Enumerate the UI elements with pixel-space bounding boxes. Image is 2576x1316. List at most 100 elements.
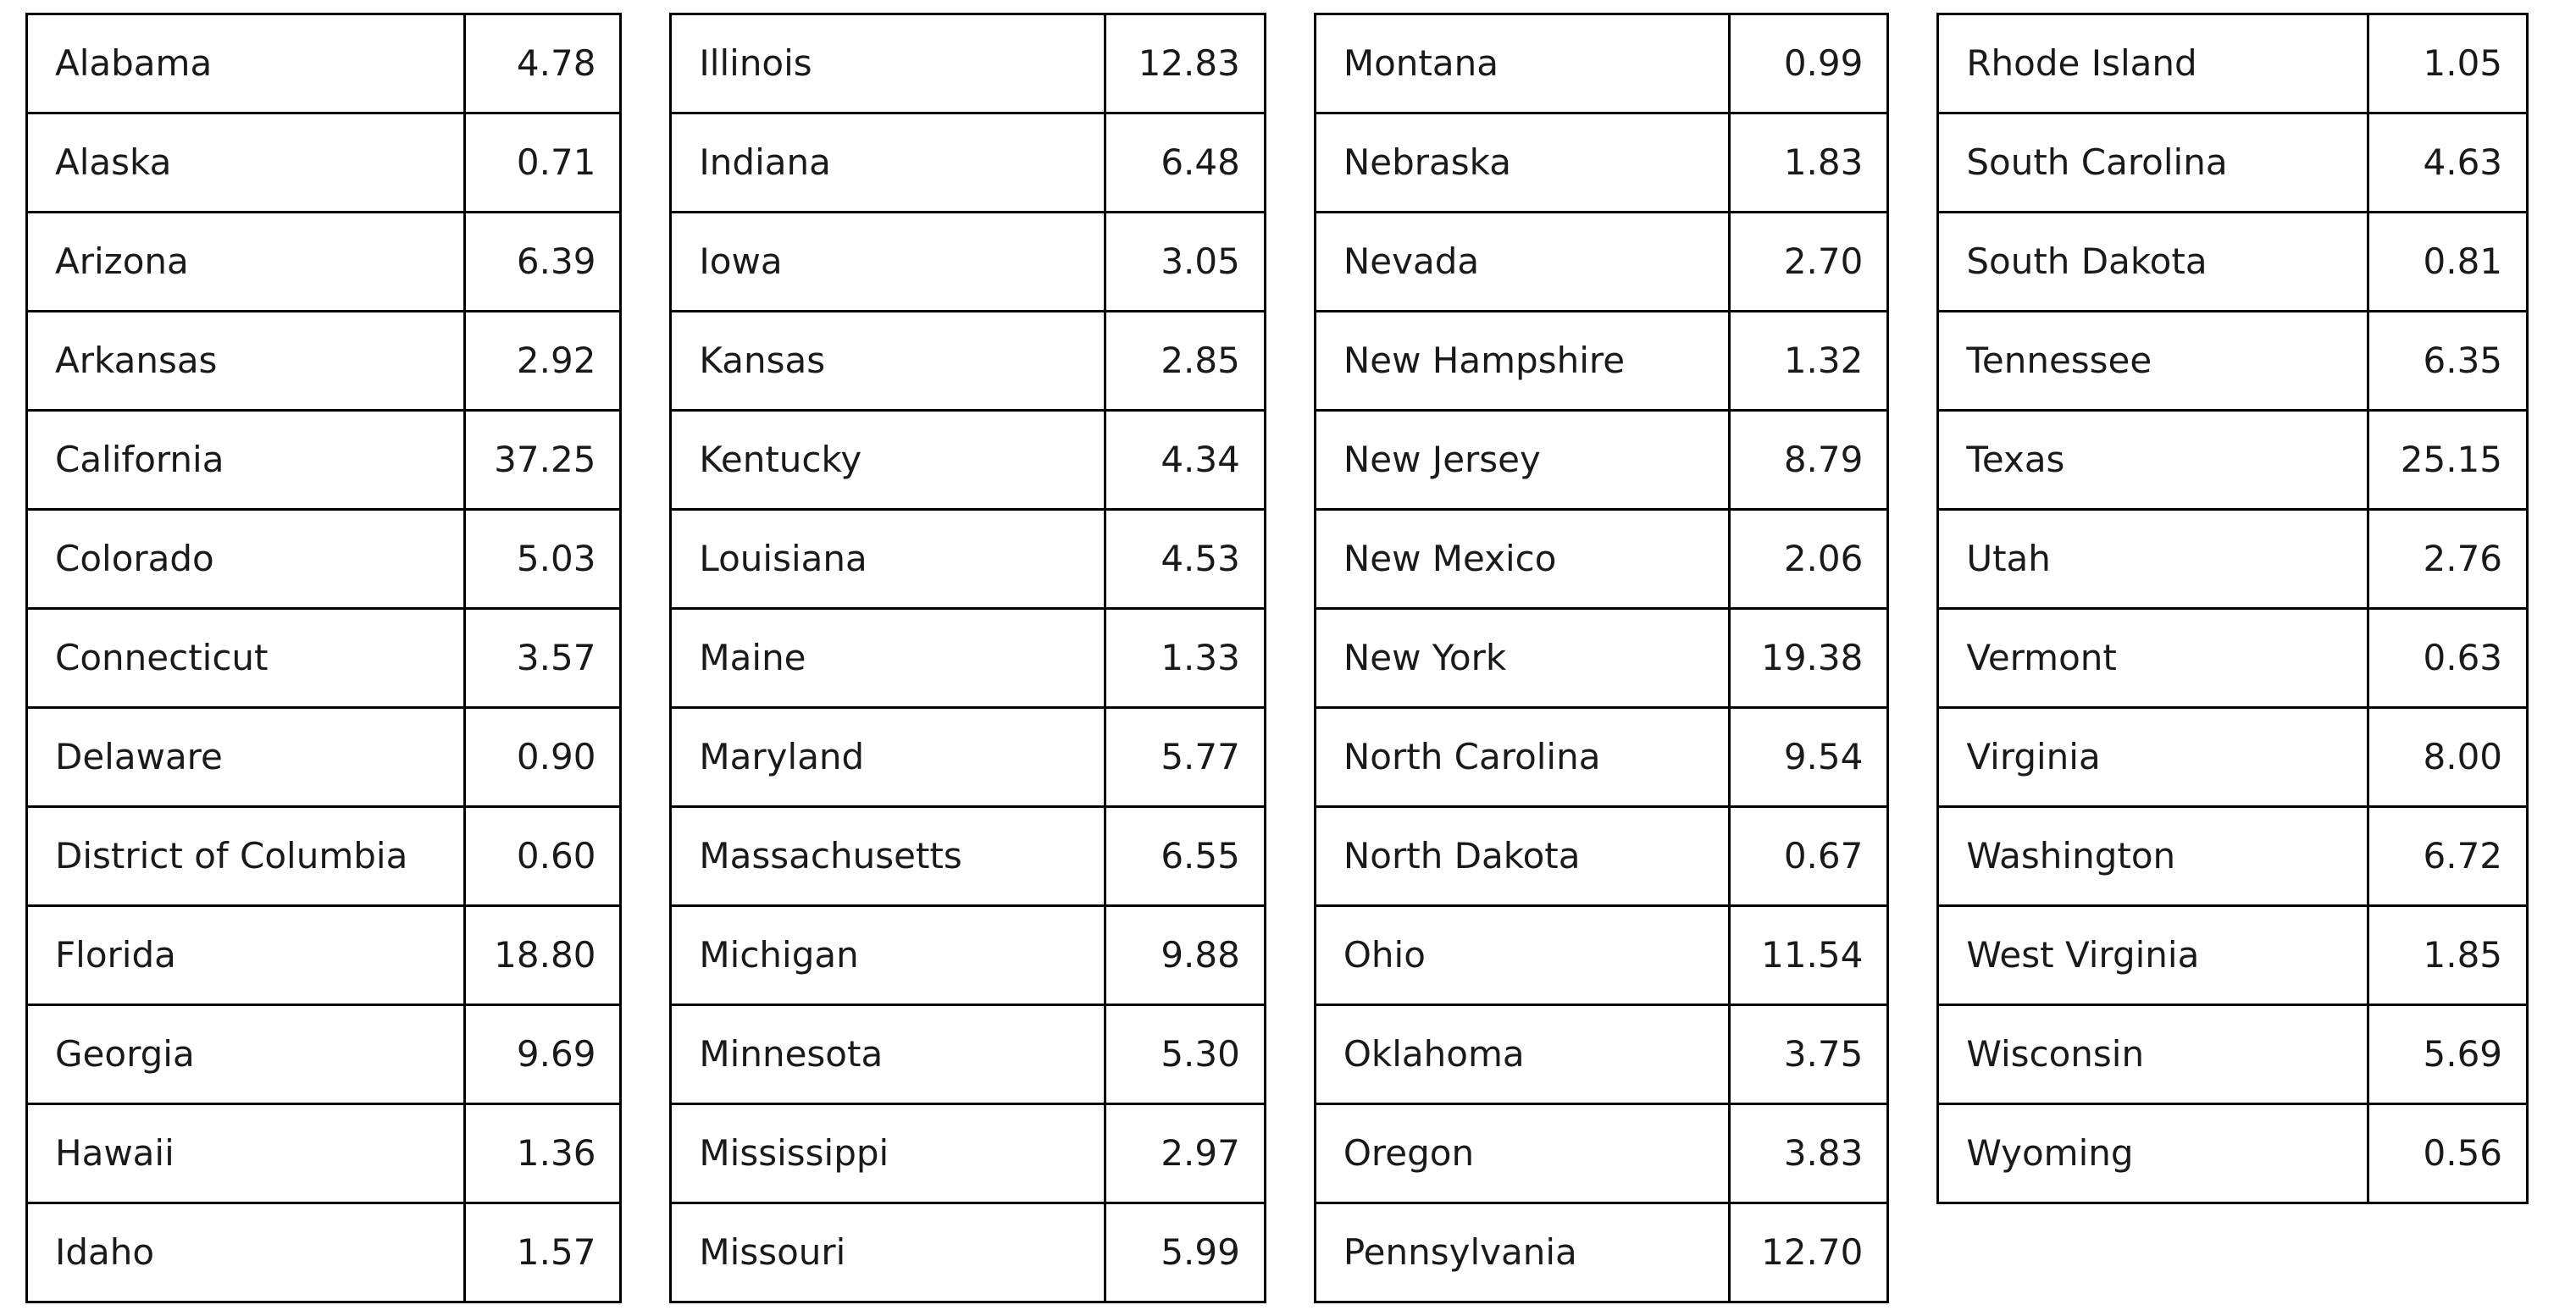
state-value-cell: 2.76 <box>2366 508 2529 610</box>
state-name-cell: New Jersey <box>1313 409 1731 511</box>
state-value-cell: 2.70 <box>1727 211 1890 312</box>
table-row: Hawaii 1.36 <box>25 1103 623 1204</box>
table-row: Kentucky 4.34 <box>669 409 1266 511</box>
state-value-cell: 9.88 <box>1104 904 1266 1006</box>
table-row: New Mexico 2.06 <box>1313 508 1890 610</box>
state-value-cell: 0.56 <box>2366 1103 2529 1204</box>
table-row: Kansas 2.85 <box>669 310 1266 412</box>
state-value-cell: 0.67 <box>1727 805 1890 907</box>
state-value-cell: 5.99 <box>1104 1202 1266 1303</box>
table-row: New Jersey 8.79 <box>1313 409 1890 511</box>
state-value-cell: 6.72 <box>2366 805 2529 907</box>
state-value-cell: 37.25 <box>463 409 623 511</box>
state-value-cell: 5.03 <box>463 508 623 610</box>
state-value-cell: 11.54 <box>1727 904 1890 1006</box>
state-value-cell: 3.83 <box>1727 1103 1890 1204</box>
state-value-cell: 9.69 <box>463 1004 623 1105</box>
table-row: Washington 6.72 <box>1936 805 2529 907</box>
state-value-cell: 2.06 <box>1727 508 1890 610</box>
state-value-cell: 6.55 <box>1104 805 1266 907</box>
state-value-cell: 18.80 <box>463 904 623 1006</box>
table-row: Louisiana 4.53 <box>669 508 1266 610</box>
state-value-cell: 1.33 <box>1104 607 1266 709</box>
state-value-cell: 3.57 <box>463 607 623 709</box>
state-value-cell: 9.54 <box>1727 706 1890 808</box>
state-value-cell: 6.48 <box>1104 112 1266 213</box>
state-value-cell: 4.53 <box>1104 508 1266 610</box>
table-row: New York 19.38 <box>1313 607 1890 709</box>
state-name-cell: Utah <box>1936 508 2369 610</box>
state-name-cell: Pennsylvania <box>1313 1202 1731 1303</box>
table-row: West Virginia 1.85 <box>1936 904 2529 1006</box>
table-row: Arizona 6.39 <box>25 211 623 312</box>
state-name-cell: Nebraska <box>1313 112 1731 213</box>
state-value-cell: 5.69 <box>2366 1004 2529 1105</box>
state-value-cell: 3.75 <box>1727 1004 1890 1105</box>
state-name-cell: Idaho <box>25 1202 467 1303</box>
table-row: Mississippi 2.97 <box>669 1103 1266 1204</box>
table-row: Arkansas 2.92 <box>25 310 623 412</box>
table-row: Connecticut 3.57 <box>25 607 623 709</box>
table-row: Vermont 0.63 <box>1936 607 2529 709</box>
state-value-cell: 8.79 <box>1727 409 1890 511</box>
state-value-cell: 0.90 <box>463 706 623 808</box>
state-value-cell: 0.60 <box>463 805 623 907</box>
state-value-cell: 1.36 <box>463 1103 623 1204</box>
table-row: Maryland 5.77 <box>669 706 1266 808</box>
state-name-cell: Oklahoma <box>1313 1004 1731 1105</box>
table-row: Tennessee 6.35 <box>1936 310 2529 412</box>
state-name-cell: California <box>25 409 467 511</box>
table-row: California 37.25 <box>25 409 623 511</box>
state-value-cell: 6.39 <box>463 211 623 312</box>
table-row: North Dakota 0.67 <box>1313 805 1890 907</box>
state-value-cell: 4.34 <box>1104 409 1266 511</box>
state-table-4: Rhode Island 1.05 South Carolina 4.63 South … <box>1936 13 2529 1204</box>
state-name-cell: Michigan <box>669 904 1107 1006</box>
table-row: Utah 2.76 <box>1936 508 2529 610</box>
state-value-cell: 4.78 <box>463 13 623 114</box>
state-name-cell: Missouri <box>669 1202 1107 1303</box>
state-name-cell: Delaware <box>25 706 467 808</box>
state-name-cell: New York <box>1313 607 1731 709</box>
table-row: Missouri 5.99 <box>669 1202 1266 1303</box>
table-row: Wisconsin 5.69 <box>1936 1004 2529 1105</box>
table-row: Oklahoma 3.75 <box>1313 1004 1890 1105</box>
table-row: North Carolina 9.54 <box>1313 706 1890 808</box>
state-value-cell: 2.92 <box>463 310 623 412</box>
state-value-cell: 1.32 <box>1727 310 1890 412</box>
table-row: Nebraska 1.83 <box>1313 112 1890 213</box>
state-table-3: Montana 0.99 Nebraska 1.83 Nevada 2.70 New Ham… <box>1313 13 1890 1303</box>
state-value-cell: 19.38 <box>1727 607 1890 709</box>
table-row: Florida 18.80 <box>25 904 623 1006</box>
state-value-cell: 1.05 <box>2366 13 2529 114</box>
table-row: Maine 1.33 <box>669 607 1266 709</box>
table-row: Rhode Island 1.05 <box>1936 13 2529 114</box>
state-name-cell: Ohio <box>1313 904 1731 1006</box>
state-value-cell: 0.81 <box>2366 211 2529 312</box>
state-value-cell: 1.57 <box>463 1202 623 1303</box>
state-name-cell: Florida <box>25 904 467 1006</box>
state-name-cell: Virginia <box>1936 706 2369 808</box>
table-row: Colorado 5.03 <box>25 508 623 610</box>
state-name-cell: Massachusetts <box>669 805 1107 907</box>
state-name-cell: South Dakota <box>1936 211 2369 312</box>
state-value-cell: 6.35 <box>2366 310 2529 412</box>
state-value-cell: 3.05 <box>1104 211 1266 312</box>
table-row: Nevada 2.70 <box>1313 211 1890 312</box>
table-row: Oregon 3.83 <box>1313 1103 1890 1204</box>
table-row: District of Columbia 0.60 <box>25 805 623 907</box>
table-row: South Carolina 4.63 <box>1936 112 2529 213</box>
state-name-cell: West Virginia <box>1936 904 2369 1006</box>
table-row: Delaware 0.90 <box>25 706 623 808</box>
state-value-cell: 1.85 <box>2366 904 2529 1006</box>
state-name-cell: Arizona <box>25 211 467 312</box>
state-name-cell: South Carolina <box>1936 112 2369 213</box>
state-name-cell: Rhode Island <box>1936 13 2369 114</box>
table-row: Idaho 1.57 <box>25 1202 623 1303</box>
table-row: Ohio 11.54 <box>1313 904 1890 1006</box>
state-name-cell: Iowa <box>669 211 1107 312</box>
state-name-cell: Tennessee <box>1936 310 2369 412</box>
state-name-cell: Washington <box>1936 805 2369 907</box>
state-name-cell: Alabama <box>25 13 467 114</box>
state-name-cell: Mississippi <box>669 1103 1107 1204</box>
